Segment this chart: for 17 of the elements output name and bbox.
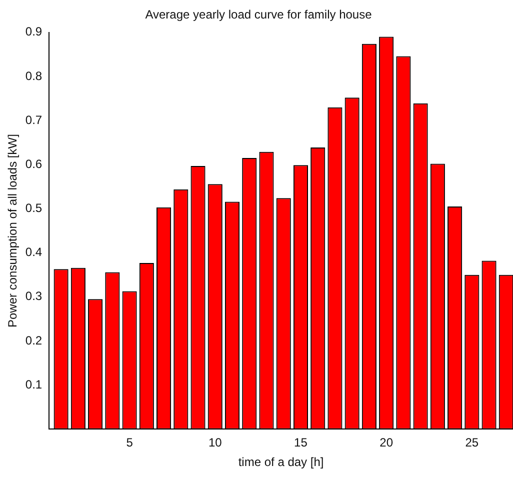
chart-title: Average yearly load curve for family house — [145, 8, 372, 22]
x-tick-label: 5 — [126, 436, 134, 450]
x-axis-title: time of a day [h] — [238, 455, 324, 470]
y-tick-label: 0.7 — [25, 112, 42, 127]
y-tick-label: 0.2 — [25, 333, 42, 348]
x-tick-label: 10 — [208, 436, 222, 450]
y-axis-title: Power consumption of all loads [kW] — [6, 134, 20, 328]
x-tick-label: 20 — [380, 436, 394, 450]
x-tick-label: 25 — [465, 436, 479, 450]
y-tick-label: 0.4 — [25, 245, 42, 260]
y-tick-label: 0.6 — [25, 156, 42, 171]
y-tick-label: 0.3 — [25, 289, 42, 304]
y-tick-label: 0.9 — [25, 24, 42, 39]
y-tick-label: 0.5 — [25, 201, 42, 216]
y-tick-label: 0.8 — [25, 68, 42, 83]
y-tick-label: 0.1 — [25, 377, 42, 392]
x-tick-label: 15 — [294, 436, 308, 450]
